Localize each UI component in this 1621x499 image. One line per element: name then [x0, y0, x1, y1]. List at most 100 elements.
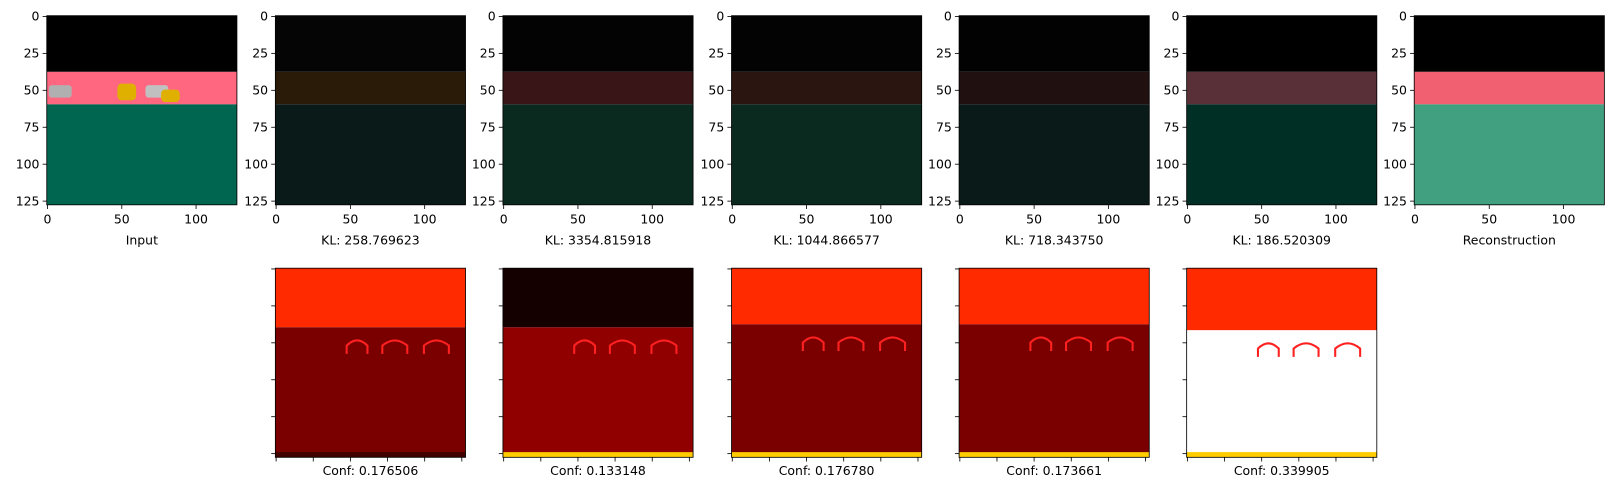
image-sky: [731, 15, 922, 72]
panel-label: KL: 3354.815918: [545, 232, 652, 247]
image-sky: [46, 15, 237, 72]
image-ground: [1186, 104, 1377, 205]
image-shape: [1292, 342, 1320, 357]
y-tick-label: 100: [472, 156, 496, 171]
panel-label: KL: 1044.866577: [773, 232, 879, 247]
panel-label: Conf: 0.176506: [323, 463, 419, 478]
car: [48, 85, 72, 98]
y-tick-label: 50: [1164, 82, 1180, 97]
image-road: [959, 71, 1150, 105]
image-shape: [801, 336, 825, 351]
axes-frame: [1186, 267, 1378, 458]
axes-frame: [958, 267, 1150, 458]
x-tick-label: 50: [1254, 212, 1270, 227]
panel-label: Input: [126, 232, 158, 247]
axes-frame: [731, 15, 923, 206]
image-bottom: [1186, 330, 1377, 458]
image-sky: [959, 15, 1150, 72]
y-tick-label: 75: [708, 119, 724, 134]
panel: Conf: 0.173661: [954, 267, 1150, 478]
image-sky: [502, 15, 694, 72]
axes-frame: [1186, 15, 1378, 206]
panel-label: Conf: 0.173661: [1006, 463, 1102, 478]
x-tick-label: 50: [342, 212, 358, 227]
panel-label: KL: 718.343750: [1005, 232, 1104, 247]
x-tick-label: 50: [114, 212, 130, 227]
y-tick-label: 75: [24, 119, 40, 134]
car: [117, 83, 137, 101]
panel-label: KL: 258.769623: [321, 232, 420, 247]
image-shape: [650, 339, 678, 354]
panel: 0 50 100 0 25 50 75 100 125 KL: 3354.815918: [472, 9, 694, 247]
x-tick-label: 100: [1324, 212, 1348, 227]
y-tick-label: 25: [1391, 46, 1407, 61]
image-bottom: [959, 324, 1150, 458]
x-tick-label: 100: [413, 212, 437, 227]
panel: 0 50 100 0 25 50 75 100 125 KL: 1044.866577: [700, 9, 923, 247]
image-shape: [1106, 336, 1134, 351]
panel: 0 50 100 0 25 50 75 100 125 KL: 718.343750: [928, 9, 1150, 247]
image-top: [502, 268, 694, 328]
image-top: [959, 268, 1150, 325]
image-road: [1414, 71, 1605, 105]
x-tick-label: 50: [570, 212, 586, 227]
axes-frame: [274, 15, 466, 206]
y-tick-label: 25: [1164, 46, 1180, 61]
y-tick-label: 125: [472, 193, 496, 208]
image-edge: [731, 452, 922, 458]
image-road: [731, 71, 922, 105]
x-tick-label: 0: [1183, 212, 1191, 227]
x-tick-label: 50: [1481, 212, 1497, 227]
y-tick-label: 50: [936, 82, 952, 97]
x-tick-label: 100: [1097, 212, 1121, 227]
y-tick-label: 100: [244, 156, 268, 171]
image-road: [46, 71, 237, 105]
y-tick-label: 75: [480, 119, 496, 134]
image-shape: [837, 336, 865, 351]
y-tick-label: 75: [252, 119, 268, 134]
y-tick-label: 125: [244, 193, 268, 208]
axes-frame: [502, 15, 694, 206]
panel: Conf: 0.339905: [1182, 267, 1378, 478]
image-sky: [1186, 15, 1377, 72]
y-tick-label: 125: [16, 193, 40, 208]
y-tick-label: 50: [1391, 82, 1407, 97]
y-tick-label: 25: [24, 46, 40, 61]
image-road: [1186, 71, 1377, 105]
panel: 0 50 100 0 25 50 75 100 125 Input: [16, 9, 238, 247]
image-edge: [502, 452, 694, 458]
y-tick-label: 100: [1156, 156, 1180, 171]
axes-frame: [274, 267, 466, 458]
image-shape: [1256, 342, 1280, 357]
y-tick-label: 100: [700, 156, 724, 171]
y-tick-label: 50: [24, 82, 40, 97]
y-tick-label: 0: [1171, 9, 1179, 24]
y-tick-label: 75: [1391, 119, 1407, 134]
y-tick-label: 0: [944, 9, 952, 24]
panel: Conf: 0.176780: [727, 267, 923, 478]
y-tick-label: 125: [700, 193, 724, 208]
panel-label: Conf: 0.176780: [779, 463, 875, 478]
y-tick-label: 0: [488, 9, 496, 24]
y-tick-label: 50: [480, 82, 496, 97]
y-tick-label: 25: [708, 46, 724, 61]
y-tick-label: 125: [1156, 193, 1180, 208]
image-road: [502, 71, 694, 105]
image-top: [1186, 268, 1377, 331]
image-ground: [275, 104, 466, 205]
y-tick-label: 75: [936, 119, 952, 134]
image-bottom: [731, 324, 922, 458]
axes-frame: [502, 267, 694, 458]
image-ground: [959, 104, 1150, 205]
x-tick-label: 50: [1026, 212, 1042, 227]
x-tick-label: 100: [184, 212, 208, 227]
image-shape: [608, 339, 636, 354]
y-tick-label: 100: [16, 156, 40, 171]
panel-label: KL: 186.520309: [1232, 232, 1331, 247]
y-tick-label: 0: [260, 9, 268, 24]
y-tick-label: 50: [708, 82, 724, 97]
panel: Conf: 0.133148: [498, 267, 694, 478]
x-tick-label: 0: [728, 212, 736, 227]
